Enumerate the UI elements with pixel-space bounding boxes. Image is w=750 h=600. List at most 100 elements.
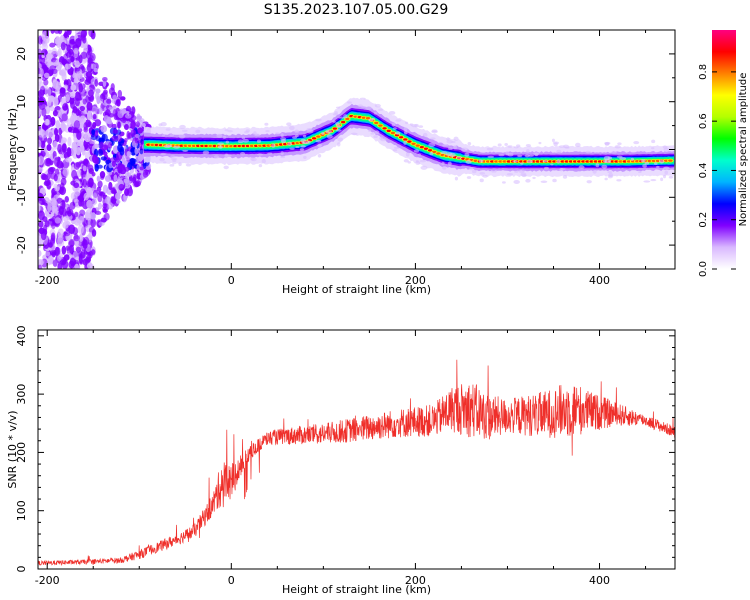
heatmap-cell [306, 129, 314, 134]
heatmap-cell [111, 135, 118, 142]
heatmap-cell [71, 141, 77, 151]
heatmap-cell [368, 118, 374, 122]
heatmap-cell [217, 142, 224, 145]
heatmap-cell [47, 137, 53, 145]
heatmap-cell [117, 143, 123, 153]
snr-series-line [38, 359, 675, 567]
heatmap-cell [642, 163, 647, 168]
heatmap-cell [428, 142, 436, 148]
heatmap-cell [662, 145, 668, 149]
ridge-peak [377, 123, 384, 128]
heatmap-cell [53, 96, 59, 107]
heatmap-cell [44, 87, 52, 98]
colorbar-gradient [712, 30, 736, 269]
heatmap-cell [466, 176, 472, 180]
heatmap-cell [66, 147, 72, 158]
heatmap-cell [130, 158, 137, 164]
heatmap-cell [518, 169, 525, 173]
heatmap-cell [651, 139, 656, 144]
heatmap-cell [63, 230, 71, 237]
heatmap-cell [91, 106, 98, 115]
heatmap-cell [74, 98, 80, 107]
heatmap-cell [418, 153, 422, 156]
heatmap-cell [86, 63, 93, 73]
heatmap-cell [78, 83, 84, 93]
heatmap-cell [48, 53, 53, 60]
heatmap-cell [82, 35, 87, 44]
heatmap-cell [102, 206, 107, 212]
heatmap-cell [562, 175, 568, 179]
heatmap-cell [237, 139, 244, 144]
heatmap-cell [57, 228, 64, 237]
heatmap-cell [294, 134, 299, 138]
heatmap-cell [315, 118, 322, 122]
heatmap-cell [100, 156, 107, 161]
heatmap-cell [662, 174, 666, 179]
heatmap-cell [165, 128, 171, 131]
heatmap-cell [101, 91, 108, 100]
heatmap-cell [92, 154, 98, 164]
heatmap-cell [442, 144, 450, 147]
ridge-peak [406, 139, 413, 144]
heatmap-cell [556, 149, 562, 154]
heatmap-cell [526, 159, 534, 164]
heatmap-cell [487, 155, 495, 158]
heatmap-cell [139, 166, 145, 171]
heatmap-cell [106, 98, 112, 104]
heatmap-cell [65, 94, 71, 103]
heatmap-cell [326, 134, 333, 139]
heatmap-cell [370, 132, 375, 135]
heatmap-cell [172, 159, 177, 163]
heatmap-cell [69, 148, 76, 156]
heatmap-cell [403, 130, 408, 135]
heatmap-cell [50, 234, 56, 244]
heatmap-cell [91, 129, 96, 136]
heatmap-cell [178, 134, 186, 139]
x-tick-label: 200 [405, 274, 426, 287]
spectrogram-y-label: Frequency (Hz) [6, 108, 19, 191]
heatmap-cell [82, 98, 87, 105]
heatmap-cell [127, 151, 132, 156]
x-tick-label: 200 [405, 574, 426, 587]
heatmap-cell [455, 156, 463, 159]
heatmap-cell [650, 147, 655, 150]
heatmap-cell [38, 249, 42, 257]
heatmap-cell [336, 124, 341, 128]
heatmap-cell [88, 89, 94, 97]
heatmap-cell [244, 130, 249, 134]
y-tick-label: 300 [15, 384, 28, 405]
heatmap-cell [395, 131, 401, 135]
heatmap-cell [124, 188, 130, 197]
heatmap-cell [448, 147, 453, 150]
heatmap-cell [525, 178, 531, 183]
heatmap-cell [497, 143, 502, 147]
heatmap-cell [92, 192, 98, 201]
heatmap-cell [38, 167, 44, 173]
heatmap-cell [38, 259, 44, 266]
heatmap-cell [179, 124, 186, 130]
heatmap-cell [222, 135, 227, 139]
heatmap-cell [68, 238, 75, 247]
heatmap-cell [117, 121, 121, 129]
heatmap-cell [82, 165, 87, 172]
heatmap-cell [86, 257, 91, 263]
heatmap-cell [77, 224, 85, 234]
heatmap-cell [94, 78, 99, 87]
heatmap-cell [638, 171, 642, 174]
heatmap-cell [242, 138, 249, 143]
heatmap-cell [294, 129, 300, 134]
ridge-peak [385, 129, 392, 133]
heatmap-cell [38, 204, 41, 212]
colorbar-tick-label: 0.4 [698, 162, 709, 178]
heatmap-cell [431, 130, 438, 134]
heatmap-cell [514, 170, 519, 173]
heatmap-cell [453, 136, 459, 141]
heatmap-cell [90, 218, 97, 228]
heatmap-cell [261, 158, 266, 164]
heatmap-cell [403, 140, 407, 145]
heatmap-cell [38, 128, 45, 138]
heatmap-cell [501, 181, 506, 184]
heatmap-cell [73, 120, 81, 130]
heatmap-cell [446, 140, 453, 144]
heatmap-cell [454, 176, 459, 181]
